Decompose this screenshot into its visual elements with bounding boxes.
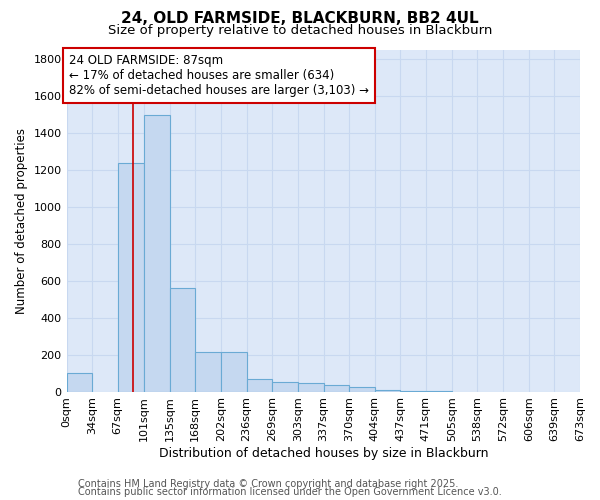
Bar bbox=[247, 378, 272, 392]
Bar bbox=[272, 382, 298, 392]
Text: Contains HM Land Registry data © Crown copyright and database right 2025.: Contains HM Land Registry data © Crown c… bbox=[78, 479, 458, 489]
Text: Size of property relative to detached houses in Blackburn: Size of property relative to detached ho… bbox=[108, 24, 492, 37]
Bar bbox=[375, 390, 400, 392]
Text: 24 OLD FARMSIDE: 87sqm
← 17% of detached houses are smaller (634)
82% of semi-de: 24 OLD FARMSIDE: 87sqm ← 17% of detached… bbox=[69, 54, 369, 96]
Text: Contains public sector information licensed under the Open Government Licence v3: Contains public sector information licen… bbox=[78, 487, 502, 497]
Bar bbox=[118, 162, 143, 392]
X-axis label: Distribution of detached houses by size in Blackburn: Distribution of detached houses by size … bbox=[158, 447, 488, 460]
Bar bbox=[400, 391, 426, 392]
Bar bbox=[143, 114, 170, 392]
Bar bbox=[349, 387, 375, 392]
Y-axis label: Number of detached properties: Number of detached properties bbox=[15, 128, 28, 314]
Bar bbox=[221, 352, 247, 392]
Bar bbox=[67, 373, 92, 392]
Bar bbox=[298, 384, 323, 392]
Text: 24, OLD FARMSIDE, BLACKBURN, BB2 4UL: 24, OLD FARMSIDE, BLACKBURN, BB2 4UL bbox=[121, 11, 479, 26]
Bar bbox=[195, 352, 221, 392]
Bar bbox=[170, 288, 195, 392]
Bar bbox=[323, 385, 349, 392]
